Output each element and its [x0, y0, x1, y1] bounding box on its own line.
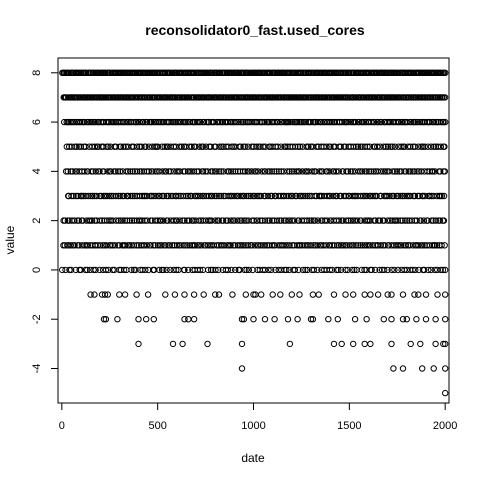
data-point — [278, 292, 283, 297]
data-point — [433, 317, 438, 322]
data-point — [186, 317, 191, 322]
data-point — [331, 292, 336, 297]
data-point — [191, 317, 196, 322]
x-tick-label: 1500 — [337, 420, 361, 432]
data-point — [400, 366, 405, 371]
data-point — [239, 341, 244, 346]
data-point — [134, 292, 139, 297]
data-point — [170, 341, 175, 346]
x-axis-label: date — [241, 451, 265, 465]
data-point — [92, 292, 97, 297]
data-point — [408, 341, 413, 346]
data-point — [285, 317, 290, 322]
data-point — [145, 292, 150, 297]
y-tick-label: 2 — [31, 218, 43, 224]
x-axis: 0 500 1000 1500 2000 — [59, 403, 458, 432]
data-point — [339, 341, 344, 346]
y-tick-label: -4 — [31, 364, 43, 374]
data-point — [368, 341, 373, 346]
data-point — [416, 292, 421, 297]
x-tick-label: 1000 — [241, 420, 265, 432]
x-tick-label: 2000 — [433, 420, 457, 432]
data-point — [243, 292, 248, 297]
data-point — [182, 292, 187, 297]
y-tick-label: 8 — [31, 70, 43, 76]
data-point — [431, 366, 436, 371]
plot-frame — [58, 58, 449, 403]
data-point — [375, 292, 380, 297]
data-point — [391, 366, 396, 371]
data-point — [443, 390, 448, 395]
chart-title: reconsolidator0_fast.used_cores — [145, 22, 365, 38]
data-point — [117, 292, 122, 297]
data-point — [216, 292, 221, 297]
data-point — [297, 292, 302, 297]
data-point — [423, 292, 428, 297]
x-tick-label: 0 — [59, 420, 65, 432]
data-point — [180, 341, 185, 346]
data-point — [201, 292, 206, 297]
data-point — [443, 317, 448, 322]
data-point — [316, 292, 321, 297]
data-point — [433, 341, 438, 346]
data-point — [287, 341, 292, 346]
data-point — [414, 317, 419, 322]
data-point — [262, 317, 267, 322]
data-point — [443, 292, 448, 297]
data-point — [368, 292, 373, 297]
data-point — [343, 292, 348, 297]
data-point — [381, 317, 386, 322]
y-tick-label: 0 — [31, 267, 43, 273]
data-point — [420, 366, 425, 371]
data-point — [289, 292, 294, 297]
data-point — [362, 341, 367, 346]
data-point — [362, 292, 367, 297]
data-point — [295, 317, 300, 322]
data-point — [400, 292, 405, 297]
y-axis: -4 -2 0 2 4 6 8 — [31, 70, 58, 374]
data-point — [364, 317, 369, 322]
data-point — [272, 317, 277, 322]
data-point — [326, 317, 331, 322]
y-tick-label: 4 — [31, 168, 43, 174]
data-points — [60, 70, 448, 396]
data-point — [191, 292, 196, 297]
data-point — [122, 292, 127, 297]
data-point — [144, 317, 149, 322]
data-point — [435, 292, 440, 297]
data-point — [335, 317, 340, 322]
data-point — [115, 317, 120, 322]
y-tick-label: 6 — [31, 119, 43, 125]
x-tick-label: 500 — [148, 420, 166, 432]
data-point — [136, 317, 141, 322]
data-point — [172, 292, 177, 297]
data-point — [389, 292, 394, 297]
data-point — [239, 366, 244, 371]
data-point — [418, 341, 423, 346]
y-axis-label: value — [3, 225, 17, 254]
data-point — [136, 341, 141, 346]
data-point — [259, 292, 264, 297]
data-point — [270, 292, 275, 297]
data-point — [351, 292, 356, 297]
data-point — [443, 366, 448, 371]
data-point — [389, 341, 394, 346]
data-point — [389, 317, 394, 322]
data-point — [404, 317, 409, 322]
data-point — [251, 317, 256, 322]
y-tick-label: -2 — [31, 314, 43, 324]
data-point — [230, 292, 235, 297]
data-point — [331, 341, 336, 346]
data-point — [352, 317, 357, 322]
data-point — [205, 341, 210, 346]
data-point — [423, 317, 428, 322]
data-point — [151, 317, 156, 322]
data-point — [310, 292, 315, 297]
data-point — [163, 292, 168, 297]
data-point — [351, 341, 356, 346]
